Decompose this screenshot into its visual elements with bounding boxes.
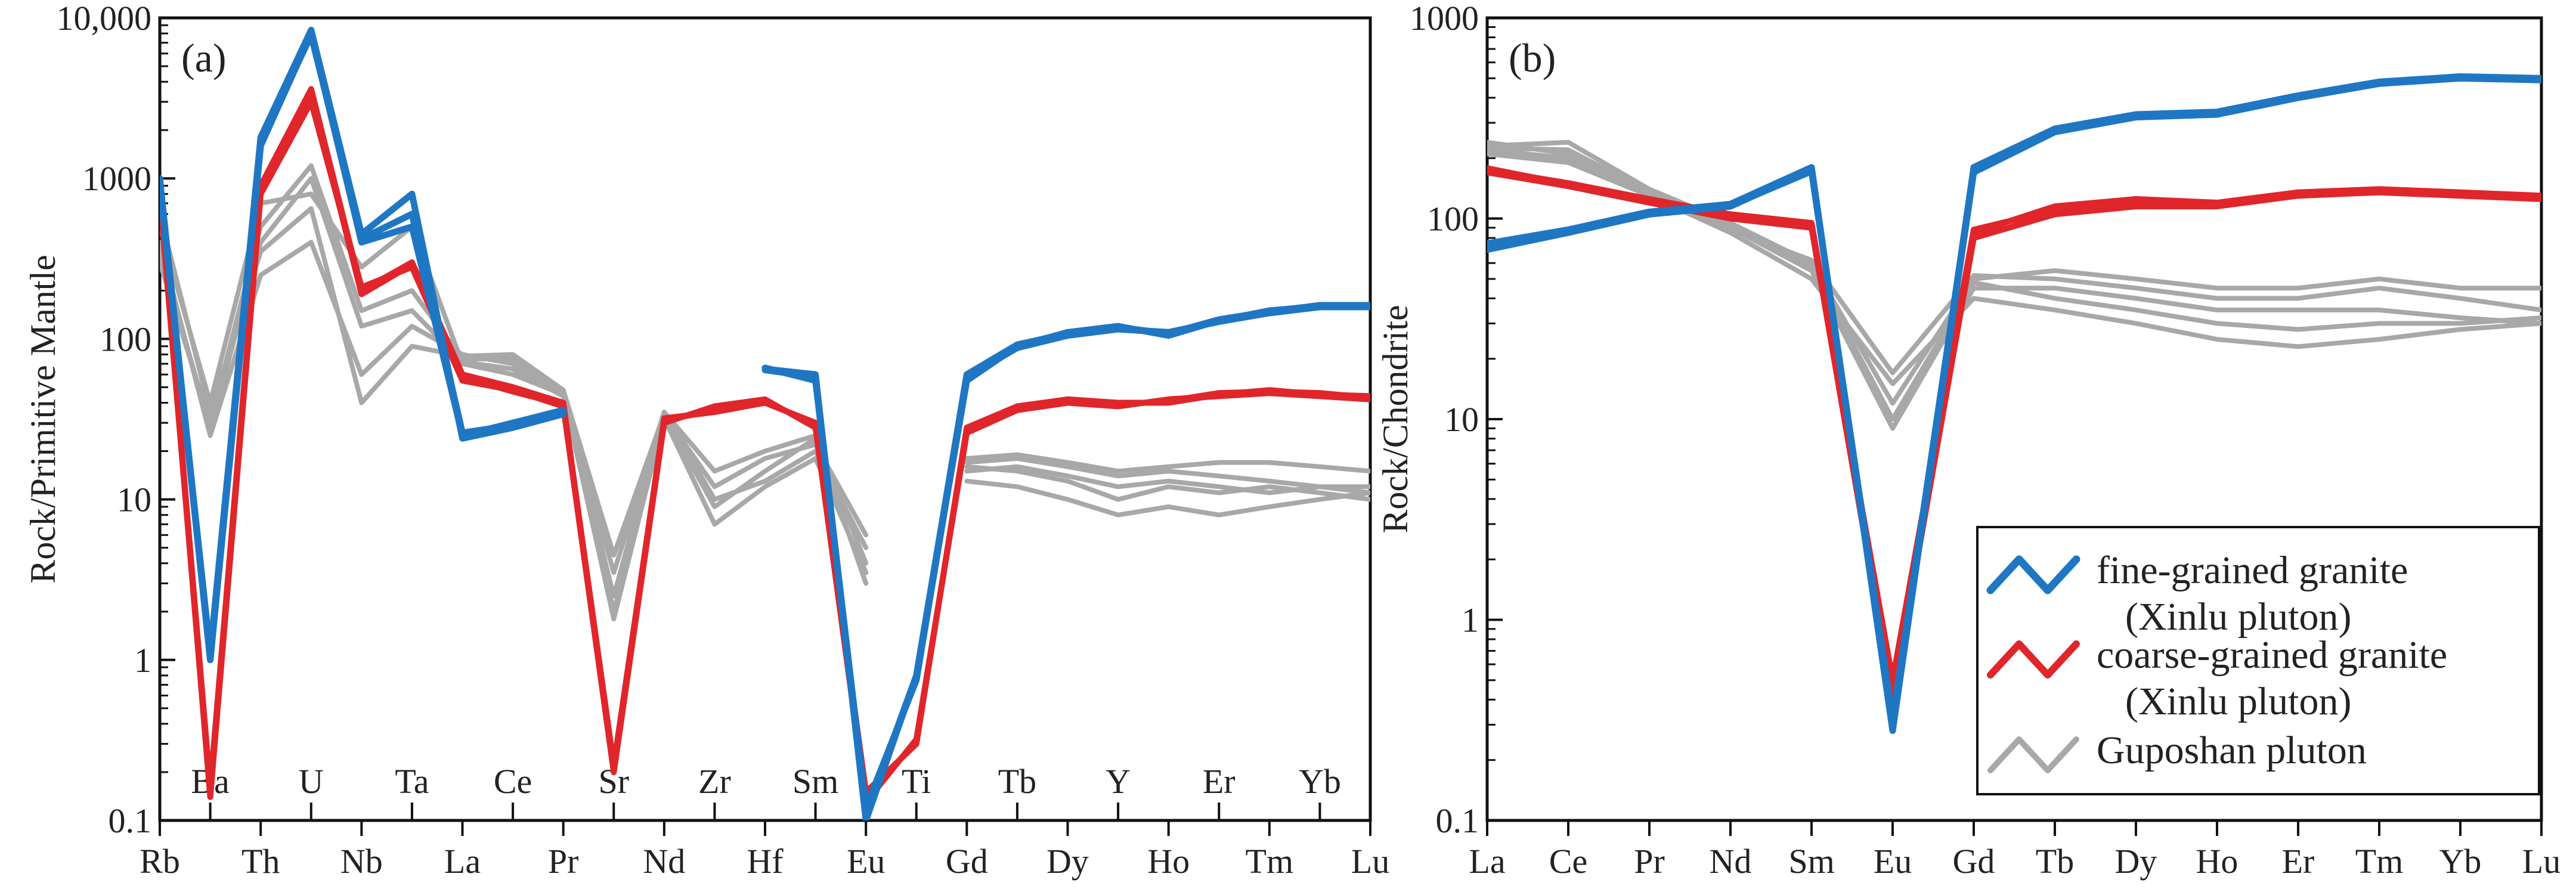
series-line-guposhan-10 — [160, 176, 869, 614]
x-tick-label: Tm — [2355, 842, 2404, 881]
x-tick-label: Nd — [1710, 842, 1752, 881]
series-line-guposhan-6 — [1487, 140, 2541, 406]
series-line-guposhan-9 — [160, 206, 869, 557]
series-line-fine-2 — [761, 302, 1370, 817]
legend-swatch-fine — [1986, 555, 2080, 594]
series-line-guposhan-10 — [964, 464, 1370, 502]
plot-frame — [158, 16, 1372, 822]
legend-label: fine-grained granite — [2097, 549, 2408, 592]
x-tick-label: La — [444, 842, 481, 881]
x-tick-label: Sm — [792, 762, 838, 801]
y-axis-title: Rock/Chondrite — [1376, 305, 1415, 533]
x-tick-label: U — [299, 762, 324, 801]
y-tick-label: 0.1 — [109, 801, 152, 840]
panel-b-chondrite-ree-pattern: 0.1 1 10 100 1000 Rock/Chondrite La Ce Pr Nd Sm Eu G… — [1376, 0, 2560, 881]
x-tick-label: Sm — [1788, 842, 1834, 881]
legend-label: coarse-grained granite — [2097, 633, 2447, 677]
y-tick-label: 100 — [100, 320, 151, 358]
x-tick-label: Gd — [946, 842, 988, 881]
series-line-guposhan-8 — [160, 240, 869, 622]
series-line-fine-2 — [1487, 74, 2541, 723]
series-line-guposhan-10 — [1487, 145, 2541, 376]
legend-swatch-guposhan — [1987, 736, 2079, 773]
series-line-guposhan-8 — [964, 478, 1370, 518]
x-tick-label: Ho — [2196, 842, 2238, 881]
x-tick-label: Eu — [847, 842, 885, 881]
x-tick-label: Tb — [2036, 842, 2074, 881]
y-tick-label: 1 — [1462, 601, 1479, 640]
panel-label: (b) — [1509, 35, 1556, 80]
x-tick-label: Tm — [1246, 842, 1294, 881]
legend: fine-grained granite(Xinlu pluton)coarse… — [1976, 526, 2540, 795]
x-tick-label: Ti — [902, 762, 931, 801]
x-tick-label: Nb — [340, 842, 383, 881]
x-tick-label: Th — [242, 842, 280, 881]
x-tick-label: Nd — [643, 842, 685, 881]
y-tick-label: 10 — [1444, 400, 1479, 439]
y-tick-label: 0.1 — [1436, 801, 1479, 840]
series-line-guposhan-6 — [160, 191, 869, 599]
x-tick-label: Hf — [747, 842, 784, 881]
y-tick-label: 10,000 — [57, 0, 152, 38]
x-tick-label: Lu — [1351, 842, 1389, 881]
series-line-fine-2 — [160, 32, 567, 664]
x-tick-label: Dy — [1046, 842, 1089, 881]
panel-label: (a) — [181, 35, 226, 80]
x-tick-label: Ho — [1147, 842, 1190, 881]
legend-swatch-coarse — [1987, 640, 2080, 679]
legend-label: Guposhan pluton — [2097, 729, 2367, 772]
y-tick-label: 100 — [1427, 200, 1479, 238]
x-tick-label: Ce — [494, 762, 532, 801]
y-tick-label: 1000 — [1410, 0, 1479, 38]
series-line-coarse-5 — [1487, 165, 2541, 683]
y-axis-title: Rock/Primitive Mantle — [23, 255, 63, 584]
series-group — [1487, 73, 2541, 734]
x-tick-label: Lu — [2522, 842, 2560, 881]
panel-a-primitive-mantle-spider-diagram: 0.1 1 10 100 1000 10,000 Rock/Primitive Mantle… — [23, 0, 1389, 881]
x-tick-label: Er — [2282, 842, 2315, 881]
x-tick-label: Pr — [1634, 842, 1665, 881]
x-tick-label: Yb — [2439, 842, 2482, 881]
x-tick-label: Pr — [548, 842, 579, 881]
y-tick-label: 1 — [134, 641, 151, 680]
x-tick-label: La — [1469, 842, 1505, 881]
y-tick-label: 10 — [117, 481, 151, 519]
series-line-coarse-3 — [160, 86, 1370, 795]
x-tick-label: Eu — [1874, 842, 1912, 881]
x-tick-label: Yb — [1299, 762, 1341, 801]
x-tick-label: Dy — [2115, 842, 2157, 881]
x-tick-label: Ta — [395, 762, 429, 801]
series-line-guposhan-9 — [964, 452, 1370, 474]
x-tick-label: Tb — [998, 762, 1036, 801]
x-tick-label: Gd — [1953, 842, 1995, 881]
x-tick-label: Y — [1106, 762, 1131, 801]
series-line-guposhan-7 — [160, 163, 869, 575]
series-line-guposhan-7 — [964, 456, 1370, 490]
legend-label-sub: (Xinlu pluton) — [2125, 680, 2351, 723]
legend-label-sub: (Xinlu pluton) — [2125, 595, 2351, 639]
y-tick-label: 1000 — [82, 159, 151, 198]
legend-box — [1976, 526, 2540, 795]
x-tick-label: Rb — [140, 842, 180, 881]
x-tick-label: Er — [1203, 762, 1236, 801]
series-group — [160, 26, 1370, 820]
x-tick-label: Ce — [1549, 842, 1587, 881]
x-tick-label: Zr — [698, 762, 731, 801]
series-line-coarse-5 — [160, 90, 1370, 800]
